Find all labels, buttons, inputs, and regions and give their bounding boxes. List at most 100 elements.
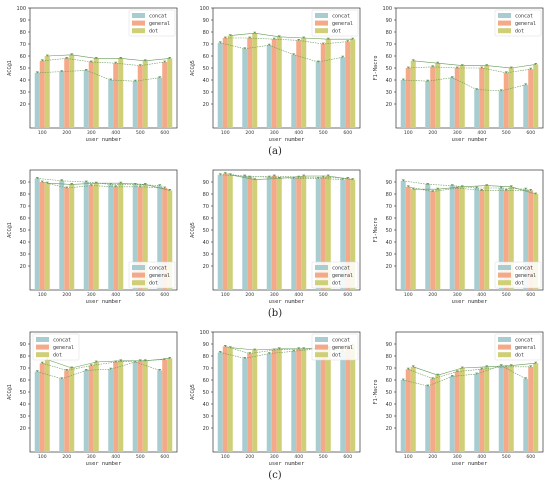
marker-general: [346, 40, 350, 43]
chart-panel-1: 20 30 40 50 60 70 80 90 100 ACC@1 user number 100 20…: [0, 2, 183, 144]
trend-line-general: [408, 366, 531, 380]
bar-dot: [508, 365, 514, 452]
y-tick-label: 40: [203, 78, 209, 84]
bar-general: [528, 366, 534, 452]
y-tick-label: 60: [203, 54, 209, 60]
bar-general: [88, 365, 94, 452]
y-tick-label: 90: [20, 18, 26, 24]
x-tick-label: 100: [404, 454, 413, 460]
bar-dot: [533, 363, 539, 452]
y-tick-label: 30: [203, 252, 209, 258]
legend-label-general: general: [515, 21, 536, 27]
trend-line-general: [42, 181, 165, 189]
bar-dot: [252, 179, 258, 290]
marker-concat: [450, 375, 454, 377]
bar-concat: [523, 378, 529, 452]
x-tick-label: 200: [245, 292, 254, 298]
bar-concat: [498, 90, 504, 128]
bar-dot: [252, 350, 258, 452]
y-tick-label: 80: [203, 192, 209, 198]
x-tick-label: 600: [160, 292, 169, 298]
marker-concat: [35, 370, 39, 373]
marker-concat: [426, 384, 430, 387]
bar-general: [137, 360, 143, 452]
y-tick-label: 50: [20, 390, 26, 396]
marker-general: [248, 175, 252, 178]
bar-dot: [167, 190, 173, 290]
x-tick-label: 300: [453, 130, 462, 136]
legend-swatch-general: [315, 20, 328, 26]
x-tick-label: 300: [453, 454, 462, 460]
legend-label-general: general: [149, 273, 170, 279]
x-tick-label: 100: [38, 454, 47, 460]
marker-general: [40, 59, 44, 62]
marker-general: [223, 36, 227, 39]
legend-label-concat: concat: [332, 13, 350, 19]
y-tick-label: 80: [20, 354, 26, 360]
legend-swatch-dot: [498, 280, 511, 286]
x-tick-label: 200: [62, 292, 71, 298]
y-axis-label: F1-Macro: [373, 218, 379, 243]
bar-dot: [93, 183, 99, 290]
bar-dot: [167, 358, 173, 452]
bar-dot: [142, 60, 148, 128]
bar-concat: [291, 178, 297, 290]
marker-concat: [292, 177, 296, 179]
y-tick-label: 80: [20, 30, 26, 36]
marker-concat: [60, 377, 64, 380]
chart-svg: 20 30 40 50 60 70 80 90 ACC@5 user number 100 200 30…: [190, 169, 361, 305]
y-tick-label: 70: [386, 366, 392, 372]
bar-concat: [108, 369, 114, 452]
marker-dot: [45, 181, 49, 184]
bar-general: [454, 188, 460, 290]
legend-label-concat: concat: [515, 337, 533, 343]
y-tick-label: 90: [203, 18, 209, 24]
bar-concat: [315, 62, 321, 128]
legend-swatch-concat: [315, 265, 328, 270]
trend-line-dot: [47, 54, 170, 62]
bar-dot: [410, 189, 416, 290]
x-tick-label: 400: [111, 454, 120, 460]
legend-label-dot: dot: [332, 281, 341, 287]
bar-concat: [291, 351, 297, 452]
y-tick-label: 40: [386, 78, 392, 84]
marker-general: [321, 42, 325, 45]
y-tick-label: 90: [20, 180, 26, 186]
bar-concat: [217, 352, 223, 452]
x-tick-label: 600: [343, 292, 352, 298]
bar-dot: [301, 176, 307, 290]
bar-concat: [315, 178, 321, 290]
marker-dot: [302, 36, 306, 39]
marker-concat: [243, 47, 247, 50]
y-tick-label: 50: [386, 390, 392, 396]
y-axis-label: ACC@5: [190, 222, 196, 238]
y-tick-label: 40: [386, 402, 392, 408]
legend-label-general: general: [332, 21, 353, 27]
marker-general: [480, 367, 484, 370]
bar-general: [162, 359, 168, 452]
marker-general: [89, 60, 93, 63]
marker-dot: [168, 189, 172, 191]
marker-general: [223, 172, 227, 175]
marker-dot: [253, 348, 257, 351]
marker-dot: [277, 177, 281, 179]
bar-concat: [157, 77, 163, 128]
legend: concat general dot: [494, 9, 542, 37]
legend-swatch-concat: [132, 13, 145, 18]
marker-concat: [158, 76, 162, 79]
bar-dot: [459, 65, 465, 128]
marker-dot: [168, 57, 172, 59]
marker-concat: [401, 78, 405, 81]
marker-concat: [84, 180, 88, 183]
legend: concat general dot: [311, 333, 359, 361]
marker-concat: [341, 178, 345, 181]
y-axis-label: ACC@1: [7, 60, 13, 76]
bar-general: [454, 68, 460, 128]
bar-dot: [142, 184, 148, 290]
marker-dot: [460, 64, 464, 67]
y-tick-label: 90: [386, 342, 392, 348]
y-tick-label: 20: [20, 102, 26, 108]
marker-general: [65, 369, 69, 371]
legend-swatch-general: [36, 344, 49, 350]
marker-general: [504, 189, 508, 191]
